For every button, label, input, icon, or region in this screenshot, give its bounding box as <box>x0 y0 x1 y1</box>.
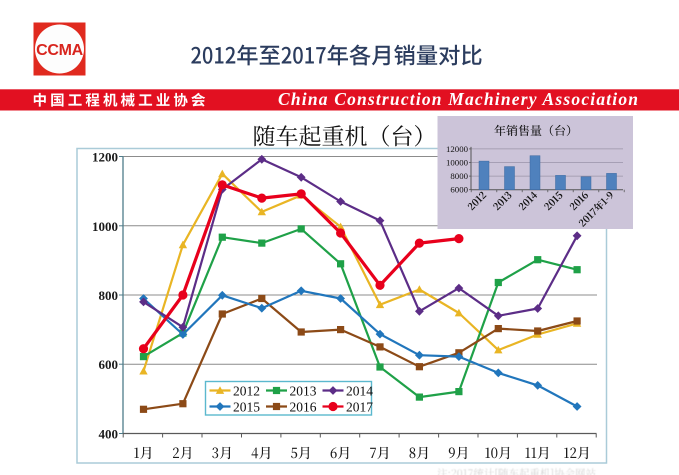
svg-text:6000: 6000 <box>450 185 468 195</box>
svg-text:CCMA: CCMA <box>36 42 84 59</box>
svg-text:1200: 1200 <box>92 150 118 165</box>
svg-text:2013: 2013 <box>290 384 317 399</box>
svg-text:600: 600 <box>99 357 119 372</box>
svg-text:2016: 2016 <box>290 400 317 415</box>
svg-text:1000: 1000 <box>92 219 118 234</box>
svg-text:2014: 2014 <box>346 384 373 399</box>
svg-text:12000: 12000 <box>446 144 469 154</box>
svg-text:China Construction Machinery A: China Construction Machinery Association <box>278 89 638 109</box>
svg-text:2017: 2017 <box>346 400 373 415</box>
svg-text:10000: 10000 <box>446 158 469 168</box>
svg-text:800: 800 <box>99 288 119 303</box>
svg-text:8000: 8000 <box>450 171 468 181</box>
svg-text:2012: 2012 <box>233 384 260 399</box>
svg-text:2015: 2015 <box>233 400 260 415</box>
svg-text:400: 400 <box>99 427 119 442</box>
